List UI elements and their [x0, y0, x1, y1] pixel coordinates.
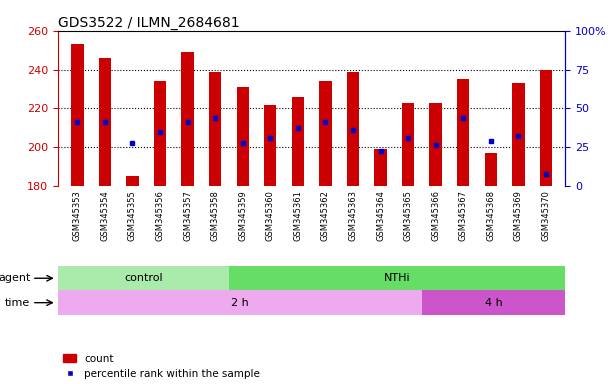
Text: GSM345361: GSM345361 — [293, 190, 302, 241]
Text: GSM345358: GSM345358 — [211, 190, 219, 241]
Legend: count, percentile rank within the sample: count, percentile rank within the sample — [64, 354, 260, 379]
Bar — [229, 266, 565, 290]
Text: GSM345368: GSM345368 — [486, 190, 496, 241]
Bar — [58, 266, 229, 290]
Text: 4 h: 4 h — [485, 298, 502, 308]
Text: 2 h: 2 h — [231, 298, 249, 308]
Bar — [126, 176, 139, 186]
Text: GSM345367: GSM345367 — [459, 190, 467, 241]
Bar — [319, 81, 332, 186]
Text: NTHi: NTHi — [384, 273, 411, 283]
Bar — [71, 44, 84, 186]
Bar — [402, 103, 414, 186]
Bar — [181, 52, 194, 186]
Bar — [422, 290, 565, 315]
Bar — [209, 71, 221, 186]
Text: GSM345366: GSM345366 — [431, 190, 440, 241]
Bar — [154, 81, 166, 186]
Text: GSM345370: GSM345370 — [541, 190, 551, 241]
Text: GSM345369: GSM345369 — [514, 190, 523, 241]
Text: time: time — [5, 298, 31, 308]
Bar — [485, 153, 497, 186]
Bar — [99, 58, 111, 186]
Text: agent: agent — [0, 273, 31, 283]
Bar — [347, 71, 359, 186]
Text: GSM345357: GSM345357 — [183, 190, 192, 241]
Bar — [512, 83, 524, 186]
Text: GSM345356: GSM345356 — [156, 190, 164, 241]
Bar — [58, 290, 422, 315]
Bar — [291, 97, 304, 186]
Text: GDS3522 / ILMN_2684681: GDS3522 / ILMN_2684681 — [58, 16, 240, 30]
Text: GSM345365: GSM345365 — [404, 190, 412, 241]
Bar — [375, 149, 387, 186]
Text: GSM345362: GSM345362 — [321, 190, 330, 241]
Bar — [236, 87, 249, 186]
Text: GSM345364: GSM345364 — [376, 190, 385, 241]
Bar — [457, 79, 469, 186]
Text: GSM345354: GSM345354 — [100, 190, 109, 241]
Text: GSM345353: GSM345353 — [73, 190, 82, 241]
Bar — [540, 70, 552, 186]
Bar — [430, 103, 442, 186]
Bar — [264, 104, 276, 186]
Text: GSM345355: GSM345355 — [128, 190, 137, 241]
Text: GSM345359: GSM345359 — [238, 190, 247, 241]
Text: control: control — [124, 273, 163, 283]
Text: GSM345363: GSM345363 — [348, 190, 357, 241]
Text: GSM345360: GSM345360 — [266, 190, 275, 241]
